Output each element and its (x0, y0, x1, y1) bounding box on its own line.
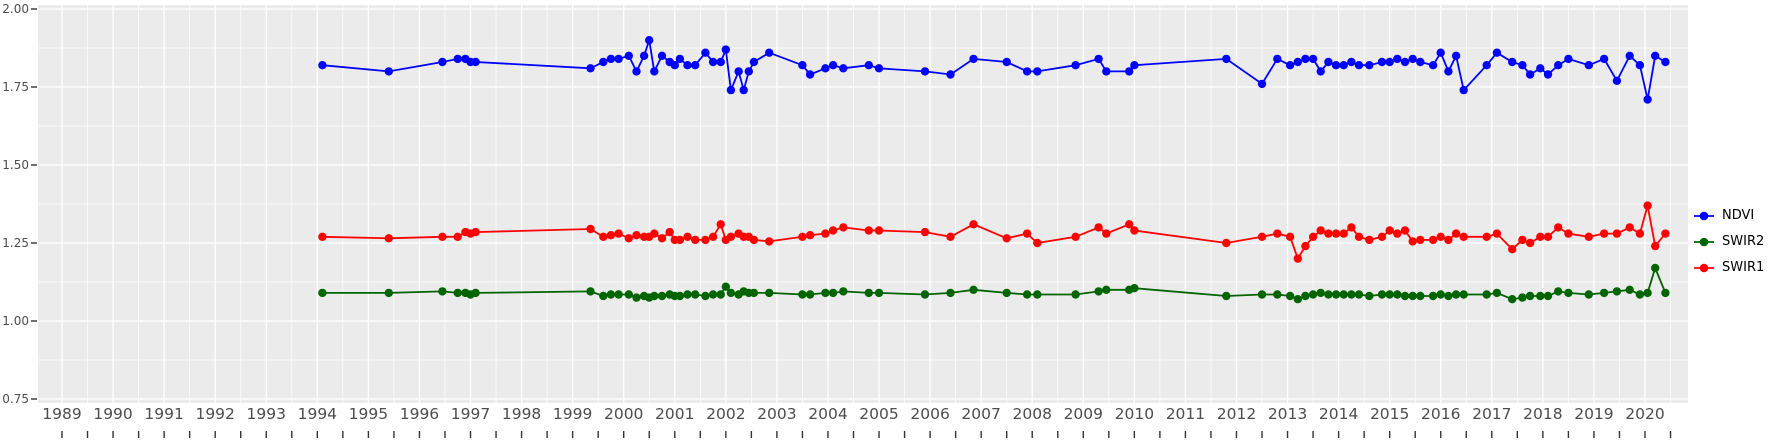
x-tick-label: 2014 (1319, 405, 1358, 423)
y-tick-label: 1.00 (2, 314, 29, 328)
x-tick-label: 1993 (247, 405, 286, 423)
x-tick-label: 2011 (1166, 405, 1205, 423)
legend-item-swir2: SWIR2 (1692, 232, 1764, 251)
x-tick-label: 2009 (1064, 405, 1103, 423)
y-tick-label: 0.75 (2, 392, 29, 406)
series-swir2 (318, 263, 1670, 304)
x-tick-label: 2013 (1268, 405, 1307, 423)
x-tick-label: 1992 (195, 405, 234, 423)
y-tick-label: 1.50 (2, 158, 29, 172)
legend-label-swir1: SWIR1 (1722, 260, 1765, 275)
x-tick-label: 2001 (655, 405, 694, 423)
x-tick-label: 2007 (961, 405, 1000, 423)
x-tick-label: 1995 (349, 405, 388, 423)
gridlines-minor (38, 5, 1688, 403)
x-tick-label: 2012 (1217, 405, 1256, 423)
legend: NDVI SWIR2 SWIR1 (1692, 206, 1764, 277)
gridlines-major (38, 5, 1688, 403)
x-tick-label: 2002 (706, 405, 745, 423)
x-tick-label: 1996 (400, 405, 439, 423)
x-tick-label: 1999 (553, 405, 592, 423)
legend-label-swir2: SWIR2 (1722, 234, 1765, 249)
y-tick-label: 1.25 (2, 236, 29, 250)
legend-key-point (1699, 237, 1709, 246)
x-tick-label: 2008 (1012, 405, 1051, 423)
legend-key-ndvi-icon (1694, 211, 1714, 220)
x-tick-label: 2015 (1370, 405, 1409, 423)
x-tick-label: 2016 (1421, 405, 1460, 423)
legend-key-swir1-icon (1694, 263, 1714, 272)
x-tick-label: 2017 (1472, 405, 1511, 423)
legend-key-swir2-icon (1694, 237, 1714, 246)
series-swir1 (318, 201, 1670, 263)
y-axis: 0.75 1.00 1.25 1.50 1.75 2.00 (2, 2, 37, 406)
legend-item-ndvi: NDVI (1692, 206, 1764, 225)
legend-key-point (1699, 263, 1709, 272)
x-axis: 1989 1990 1991 1992 1993 1994 1995 1996 1997 1998… (42, 405, 1664, 423)
x-tick-label: 1998 (502, 405, 541, 423)
x-tick-label: 2006 (910, 405, 949, 423)
x-tick-label: 2019 (1574, 405, 1613, 423)
legend-item-swir1: SWIR1 (1692, 258, 1764, 277)
x-tick-label: 2000 (604, 405, 643, 423)
x-tick-label: 1990 (93, 405, 132, 423)
y-tick-label: 1.75 (2, 80, 29, 94)
series-ndvi (318, 36, 1670, 104)
x-tick-label: 1989 (42, 405, 81, 423)
x-tick-label: 2005 (859, 405, 898, 423)
x-tick-label: 2018 (1523, 405, 1562, 423)
x-tick-label: 1991 (144, 405, 183, 423)
x-tick-label: 1997 (451, 405, 490, 423)
legend-label-ndvi: NDVI (1722, 208, 1755, 223)
x-tick-label: 2003 (757, 405, 796, 423)
legend-key-point (1699, 211, 1709, 220)
x-tick-label: 1994 (298, 405, 337, 423)
x-tick-marks (61, 431, 1672, 438)
x-tick-label: 2020 (1625, 405, 1664, 423)
y-tick-label: 2.00 (2, 2, 29, 16)
x-tick-label: 2010 (1115, 405, 1154, 423)
x-tick-label: 2004 (808, 405, 847, 423)
